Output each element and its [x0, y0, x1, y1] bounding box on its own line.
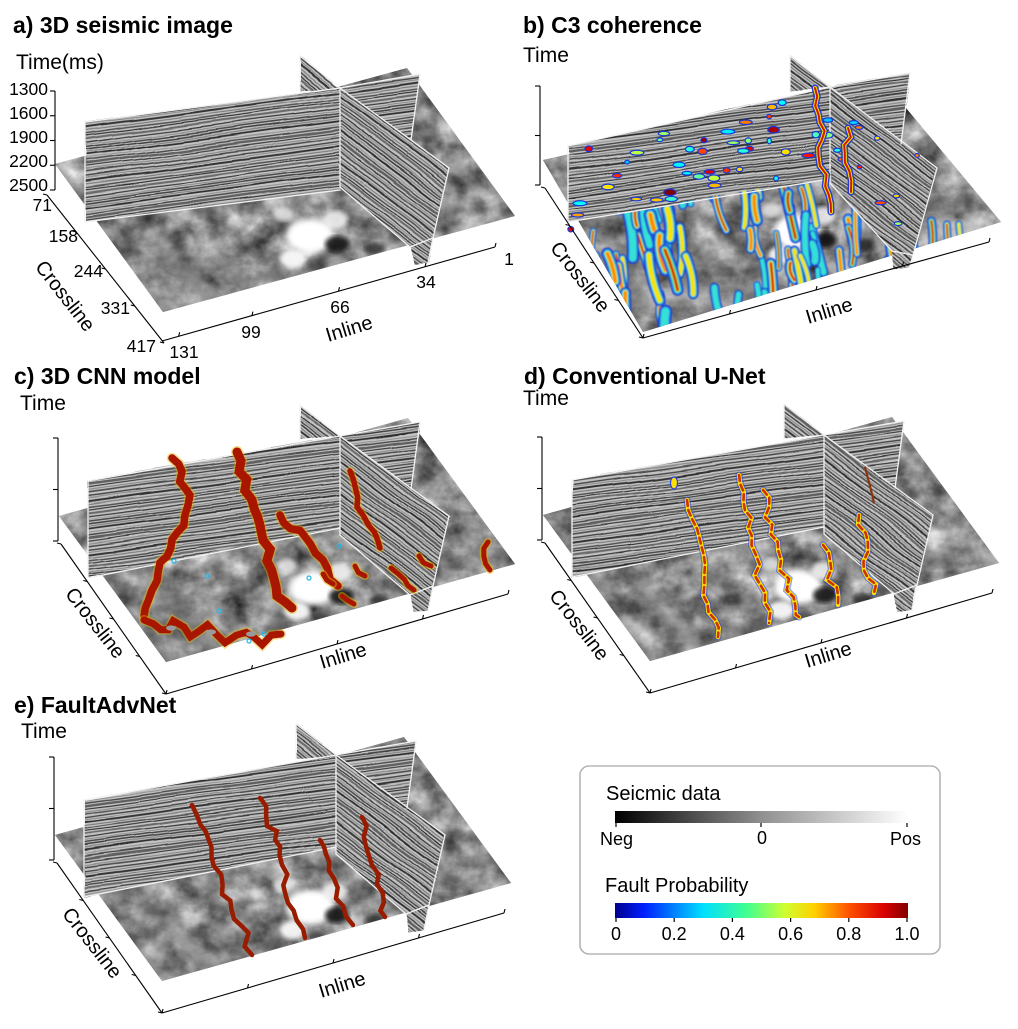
- svg-text:c) 3D CNN model: c) 3D CNN model: [14, 363, 201, 389]
- svg-text:1300: 1300: [9, 79, 48, 99]
- svg-text:Fault Probability: Fault Probability: [605, 875, 748, 897]
- svg-text:66: 66: [330, 297, 349, 317]
- svg-text:Time: Time: [20, 392, 66, 415]
- svg-text:Time: Time: [21, 720, 67, 743]
- svg-text:0.4: 0.4: [720, 924, 745, 944]
- svg-text:Time: Time: [523, 387, 569, 410]
- svg-text:2200: 2200: [9, 151, 48, 171]
- svg-text:0.2: 0.2: [662, 924, 687, 944]
- svg-text:1900: 1900: [9, 127, 48, 147]
- svg-text:1600: 1600: [9, 103, 48, 123]
- svg-text:131: 131: [169, 342, 198, 362]
- svg-text:34: 34: [416, 272, 436, 292]
- svg-text:1: 1: [504, 249, 514, 269]
- svg-text:244: 244: [74, 261, 103, 281]
- svg-text:331: 331: [101, 298, 130, 318]
- svg-text:417: 417: [127, 336, 156, 356]
- svg-text:e) FaultAdvNet: e) FaultAdvNet: [14, 692, 177, 718]
- svg-text:Time(ms): Time(ms): [16, 51, 104, 74]
- svg-text:99: 99: [241, 322, 260, 342]
- svg-text:0.8: 0.8: [836, 924, 861, 944]
- svg-text:1.0: 1.0: [894, 924, 919, 944]
- svg-text:b) C3 coherence: b) C3 coherence: [523, 12, 702, 38]
- svg-text:Neg: Neg: [600, 829, 633, 849]
- svg-text:Pos: Pos: [890, 829, 921, 849]
- svg-text:Time: Time: [523, 44, 569, 67]
- svg-text:0.6: 0.6: [778, 924, 803, 944]
- svg-text:0: 0: [611, 924, 621, 944]
- svg-text:2500: 2500: [9, 175, 48, 195]
- svg-text:a) 3D seismic image: a) 3D seismic image: [13, 12, 233, 38]
- svg-text:0: 0: [757, 828, 767, 848]
- svg-text:71: 71: [33, 195, 52, 215]
- svg-text:d) Conventional U-Net: d) Conventional U-Net: [524, 363, 766, 389]
- svg-text:158: 158: [49, 226, 78, 246]
- svg-text:Seicmic data: Seicmic data: [606, 783, 721, 805]
